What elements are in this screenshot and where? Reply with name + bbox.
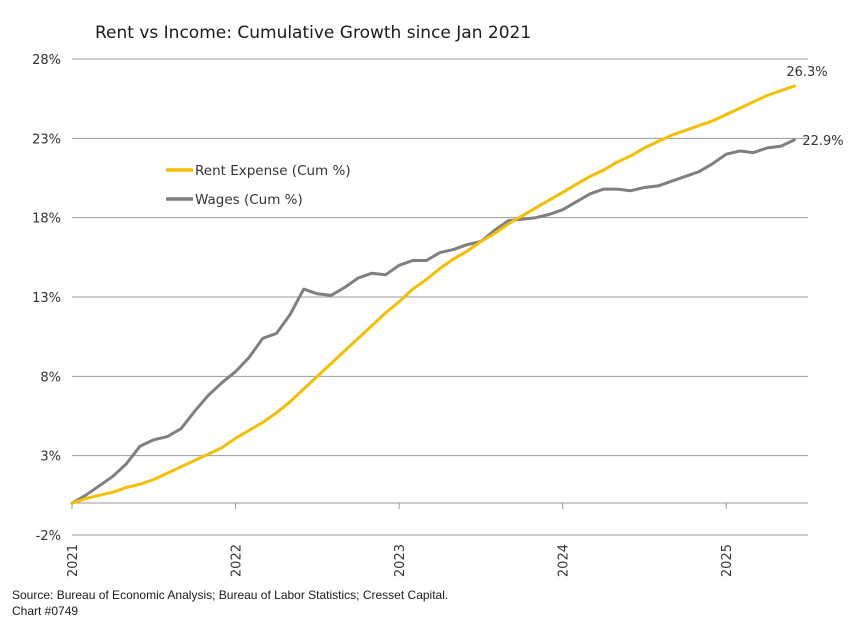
- series-end-label: 22.9%: [802, 134, 843, 149]
- end-labels: 26.3% 22.9%: [786, 65, 843, 149]
- y-tick-label: 23%: [32, 132, 61, 147]
- x-tick-label: 2024: [557, 544, 572, 577]
- chart-title: Rent vs Income: Cumulative Growth since …: [95, 23, 531, 43]
- y-tick-label: 18%: [32, 212, 61, 227]
- series-end-label: 26.3%: [786, 65, 827, 80]
- x-tick-label: 2025: [720, 544, 735, 577]
- series-line: [70, 84, 796, 505]
- x-tick-label: 2022: [230, 544, 245, 577]
- y-tick-label: 13%: [32, 291, 61, 306]
- legend: Rent Expense (Cum %) Wages (Cum %): [166, 163, 351, 208]
- series-line: [70, 138, 796, 505]
- chart-id: Chart #0749: [12, 604, 79, 618]
- x-tick-label: 2021: [66, 544, 81, 577]
- x-tick-label: 2023: [393, 544, 408, 577]
- y-tick-label: 8%: [40, 370, 61, 385]
- gridlines: [72, 58, 808, 536]
- y-tick-label: -2%: [36, 529, 61, 544]
- x-axis-ticks: 2021 2022 2023 2024 2025: [66, 503, 735, 577]
- series-group: [70, 84, 796, 505]
- legend-label: Wages (Cum %): [195, 192, 303, 208]
- legend-label: Rent Expense (Cum %): [195, 163, 351, 179]
- source-note: Source: Bureau of Economic Analysis; Bur…: [12, 587, 448, 619]
- y-axis-ticks: -2% 3% 8% 13% 18% 23% 28%: [32, 53, 61, 544]
- y-tick-label: 3%: [40, 450, 61, 465]
- source-text: Source: Bureau of Economic Analysis; Bur…: [12, 588, 449, 602]
- y-tick-label: 28%: [32, 53, 61, 68]
